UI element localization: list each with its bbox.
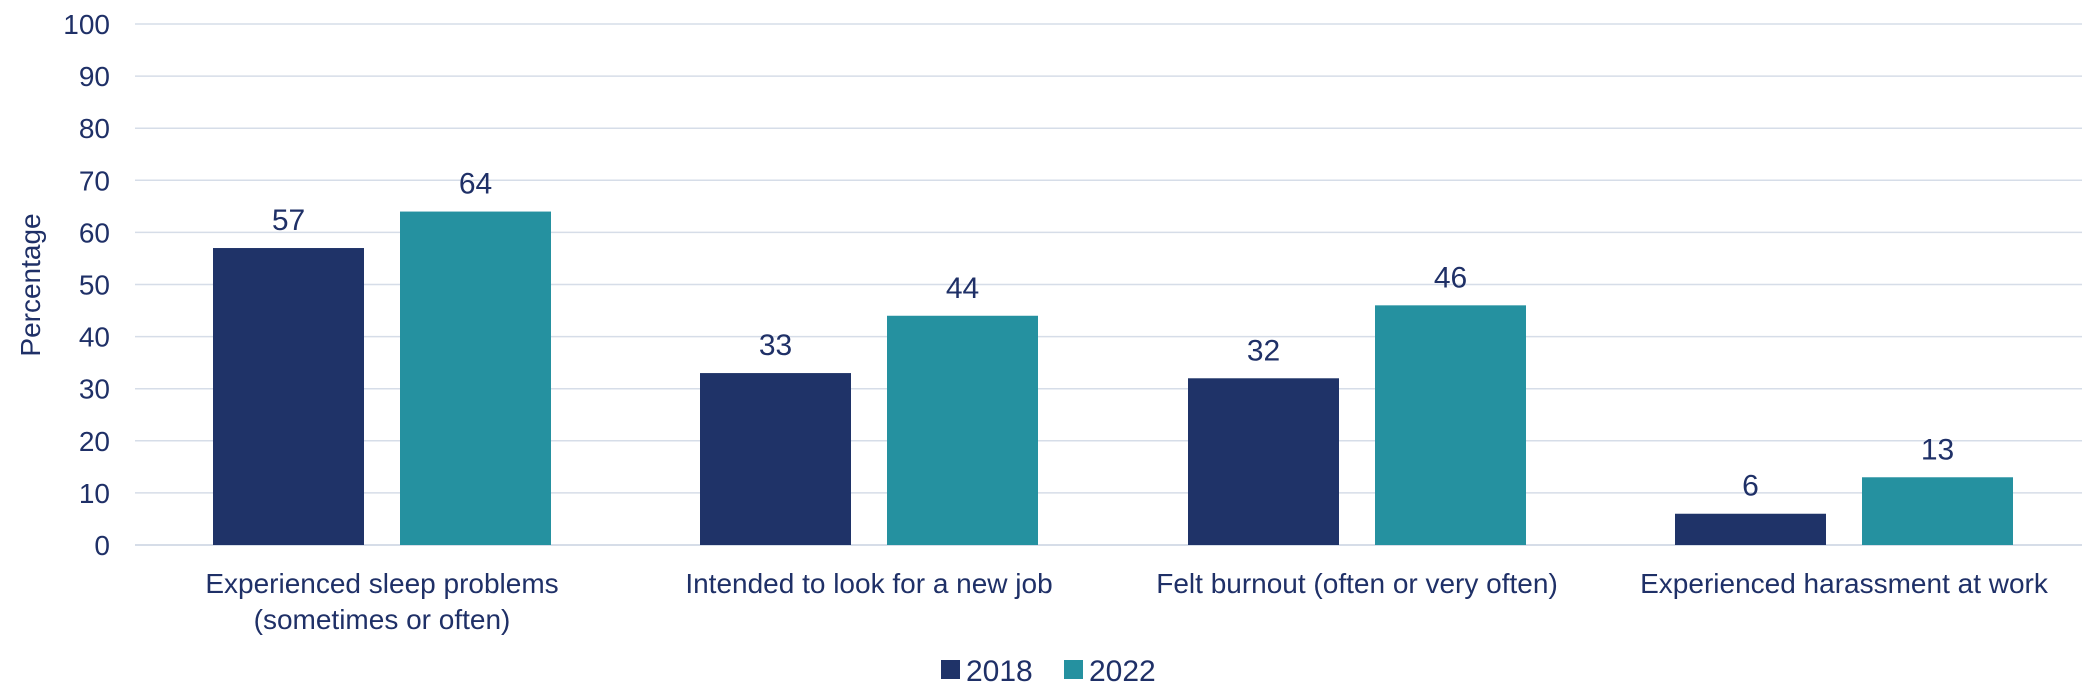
bar-2018-1: [700, 373, 851, 545]
bars: [213, 211, 2013, 545]
bar-2022-3: [1862, 477, 2013, 545]
bar-2022-2: [1375, 305, 1526, 545]
value-label-2022-1: 44: [946, 272, 979, 305]
category-label-0-line-0: Experienced sleep problems: [205, 568, 558, 599]
category-label-3-line-0: Experienced harassment at work: [1640, 568, 2049, 599]
y-axis-title: Percentage: [15, 213, 46, 356]
value-label-2018-1: 33: [759, 329, 792, 362]
legend-swatch-2022: [1064, 660, 1083, 679]
value-label-2018-2: 32: [1247, 334, 1280, 367]
value-label-2022-0: 64: [459, 168, 492, 201]
y-tick-label-0: 0: [94, 530, 110, 561]
value-label-2018-0: 57: [272, 204, 305, 237]
bar-2022-0: [400, 211, 551, 545]
labels: 0 10 20 30 40 50 60 70 80 90 100 57 64 Experienced sl…: [63, 9, 2049, 635]
value-label-2022-2: 46: [1434, 261, 1467, 294]
y-tick-label-100: 100: [63, 9, 110, 40]
y-tick-label-20: 20: [79, 426, 110, 457]
legend-swatch-2018: [941, 660, 960, 679]
y-tick-label-80: 80: [79, 113, 110, 144]
legend-label-2022: 2022: [1089, 655, 1156, 688]
y-tick-label-60: 60: [79, 217, 110, 248]
y-tick-label-50: 50: [79, 270, 110, 301]
legend-label-2018: 2018: [966, 655, 1033, 688]
y-tick-label-10: 10: [79, 478, 110, 509]
category-label-1-line-0: Intended to look for a new job: [685, 568, 1052, 599]
bar-2022-1: [887, 315, 1038, 545]
y-tick-label-90: 90: [79, 61, 110, 92]
bar-2018-0: [213, 248, 364, 545]
value-label-2022-3: 13: [1921, 433, 1954, 466]
legend: 2018 2022: [941, 655, 1156, 688]
y-tick-label-70: 70: [79, 165, 110, 196]
value-label-2018-3: 6: [1742, 470, 1759, 503]
bar-2018-3: [1675, 513, 1826, 545]
category-label-0-line-1: (sometimes or often): [254, 604, 511, 635]
y-tick-label-30: 30: [79, 374, 110, 405]
category-label-2-line-0: Felt burnout (often or very often): [1156, 568, 1558, 599]
y-tick-label-40: 40: [79, 322, 110, 353]
bar-2018-2: [1188, 378, 1339, 545]
